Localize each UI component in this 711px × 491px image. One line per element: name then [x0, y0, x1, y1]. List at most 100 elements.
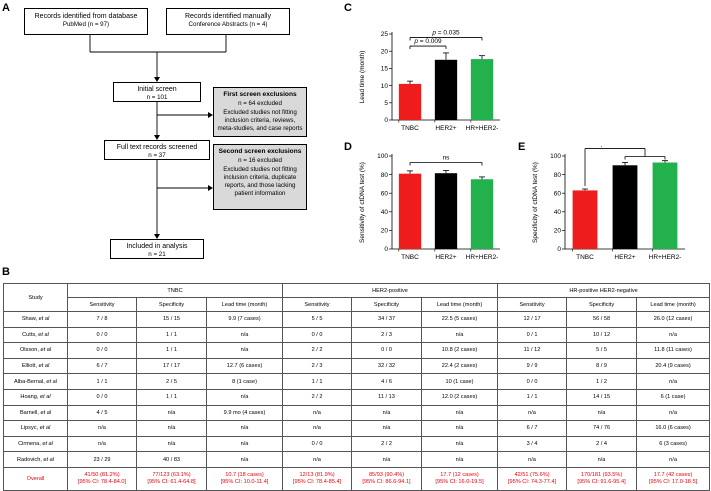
study-name-cell: Cirmena, et al [3, 435, 68, 453]
included-title: Included in analysis [126, 243, 188, 250]
table-cell: 11.8 (11 cases) [636, 342, 711, 359]
study-name-cell: Hoang, et al [3, 388, 68, 406]
table-cell: 0 / 0 [497, 373, 568, 390]
subheader-lead-time: Lead time (month) [205, 297, 284, 312]
table-cell: 5 / 5 [282, 311, 353, 328]
group-header-her2: HER2-positive [282, 283, 499, 298]
bar-tnbc [572, 190, 598, 249]
panel-label-a: A [2, 2, 10, 14]
table-cell: 1 / 1 [136, 342, 207, 359]
table-cell: 0 / 0 [67, 326, 137, 344]
table-cell: 2 / 2 [351, 435, 423, 453]
table-cell: n/a [282, 420, 353, 437]
initial-screen-box: Initial screen n = 101 [113, 82, 201, 102]
table-cell: 12 / 17 [497, 311, 568, 328]
overall-value: 17.7 (42 cases) [653, 472, 693, 479]
second-exclusions-title: Second screen exclusions [218, 148, 302, 155]
table-cell: 9.9 mo (4 cases) [205, 404, 284, 422]
y-tick-label: 100 [377, 153, 388, 160]
table-cell: 2 / 4 [566, 435, 638, 453]
table-cell: 22.4 (2 cases) [421, 357, 499, 375]
table-cell: 0 / 1 [497, 326, 568, 344]
table-cell: 11 / 12 [497, 342, 568, 359]
y-tick-label: 0 [384, 117, 388, 124]
table-cell: 0 / 0 [67, 342, 137, 359]
bar-her2- [612, 165, 638, 249]
panel-label-d: D [344, 141, 352, 153]
table-cell: 4 / 6 [351, 373, 423, 390]
table-cell: 5 / 5 [566, 342, 638, 359]
second-exclusions-box: Second screen exclusions n = 16 excluded… [213, 144, 307, 210]
table-cell: n/a [205, 435, 284, 453]
y-tick-label: 100 [550, 153, 561, 160]
table-cell: 10 (1 case) [421, 373, 499, 390]
table-cell: 23 / 29 [67, 451, 137, 468]
table-cell: 20.4 (9 cases) [636, 357, 711, 375]
y-tick-label: 60 [554, 190, 562, 197]
study-name-cell: Shaw, et al [3, 311, 68, 328]
table-cell: 4 / 5 [67, 404, 137, 422]
table-cell: n/a [421, 435, 499, 453]
table-cell: n/a [421, 404, 499, 422]
table-cell: 74 / 76 [566, 420, 638, 437]
table-row: Shaw, et al 7 / 8 15 / 15 9.9 (7 cases) 5 / … [3, 311, 711, 328]
table-cell: 7 / 8 [67, 311, 137, 328]
overall-ci: [95% CI: 17.0-18.5] [648, 478, 698, 485]
bar-tnbc [398, 173, 422, 249]
table-row: Lipsyc, et al n/a n/a n/a n/a n/a n/a 6 / 7 74 /… [3, 420, 711, 437]
overall-value: 42/51 (75.6%) [514, 472, 550, 479]
table-cell: n/a [636, 451, 711, 468]
significance-label: p = 0.009 [413, 38, 442, 45]
studies-table: Study TNBC HER2-positive HR-positive HER… [3, 283, 711, 491]
table-cell: 14 / 15 [566, 388, 638, 406]
table-cell: n/a [205, 342, 284, 359]
table-cell: n/a [282, 451, 353, 468]
study-name-cell: Radovich, et al [3, 451, 68, 468]
overall-row: Overall 41/50 (81.2%) [95% CI: 78.4-84.0] 7… [3, 466, 711, 491]
bar-her2- [434, 173, 458, 249]
second-exclusions-description: Excluded studies not fitting inclusion c… [223, 165, 297, 197]
table-cell: 2 / 2 [282, 388, 353, 406]
second-exclusions-count: n = 16 excluded [238, 156, 282, 164]
table-cell: n/a [497, 451, 568, 468]
table-row: Elliott, et al 6 / 7 17 / 17 12.7 (6 cases)… [3, 357, 711, 375]
first-exclusions-count: n = 64 excluded [238, 99, 282, 107]
study-column-header: Study [3, 283, 68, 312]
overall-label: Overall [3, 466, 68, 491]
x-tick-label: HER2+ [435, 125, 456, 132]
overall-cell: 12/13 (81.9%) [95% CI: 78.4-85.4] [282, 466, 353, 491]
overall-ci: [95% CI: 91.6-95.4] [577, 478, 626, 485]
table-cell: n/a [136, 404, 207, 422]
overall-cell: 85/93 (90.4%) [95% CI: 86.6-94.1] [351, 466, 423, 491]
table-cell: n/a [205, 326, 284, 344]
panel-label-b: B [2, 266, 10, 278]
manual-records-count: Conference Abstracts (n = 4) [188, 21, 268, 29]
overall-ci: [95% CI: 10.0-11.4] [220, 478, 269, 485]
bar-hr-her2- [652, 162, 678, 249]
table-cell: 26.0 (12 cases) [636, 311, 711, 328]
flow-connectors [89, 34, 227, 239]
y-axis-label: Lead time (month) [359, 51, 366, 104]
table-subheader-row: Sensitivity Specificity Lead time (month… [4, 297, 711, 312]
subheader-sensitivity: Sensitivity [282, 297, 353, 312]
subheader-sensitivity: Sensitivity [67, 297, 137, 312]
y-tick-label: 10 [381, 83, 389, 90]
overall-ci: [95% CI: 78.4-84.0] [77, 478, 127, 485]
table-cell: n/a [205, 388, 284, 406]
table-cell: 15 / 15 [136, 311, 207, 328]
y-tick-label: 20 [554, 228, 562, 235]
table-cell: 10 / 12 [566, 326, 638, 344]
y-axis-label: Specificity of ctDNA test (%) [532, 162, 539, 243]
overall-cell: 10.7 (18 cases) [95% CI: 10.0-11.4] [205, 466, 284, 491]
table-cell: n/a [67, 435, 137, 453]
table-cell: n/a [136, 435, 207, 453]
table-cell: 2 / 2 [282, 342, 353, 359]
table-cell: 1 / 1 [136, 388, 207, 406]
first-exclusions-title: First screen exclusions [223, 91, 297, 98]
table-cell: n/a [636, 326, 711, 344]
y-tick-label: 20 [381, 48, 389, 55]
table-cell: 6 / 7 [67, 357, 137, 375]
included-count: n = 21 [148, 251, 166, 259]
